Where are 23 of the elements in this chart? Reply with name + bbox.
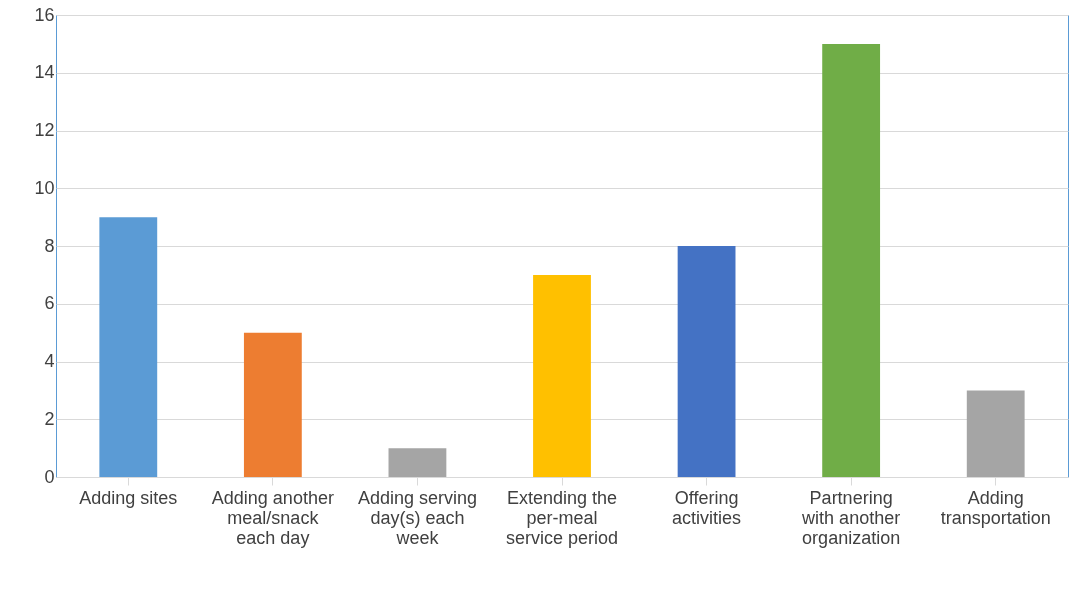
x-tick-label: Extending the per-meal service period bbox=[505, 487, 619, 548]
x-tick-label: Adding sites bbox=[79, 487, 178, 508]
x-tick-label: Adding transportation bbox=[940, 487, 1051, 528]
bar bbox=[822, 43, 881, 477]
bar bbox=[533, 274, 591, 477]
x-tick-label: Adding serving day(s) each week bbox=[357, 487, 477, 548]
y-tick-label: 2 bbox=[44, 408, 55, 429]
bar bbox=[966, 390, 1025, 477]
bar bbox=[99, 217, 158, 477]
y-tick-label: 4 bbox=[44, 351, 55, 371]
y-tick-label: 0 bbox=[44, 466, 55, 487]
x-tick-label: Offering activities bbox=[672, 487, 742, 528]
bar bbox=[677, 246, 736, 477]
y-tick-label: 6 bbox=[44, 293, 55, 314]
y-tick-label: 12 bbox=[34, 120, 55, 140]
y-tick-label: 16 bbox=[34, 4, 55, 25]
bar bbox=[388, 448, 447, 477]
y-tick-label: 8 bbox=[44, 235, 55, 256]
x-tick-label: Adding another meal/snack each day bbox=[211, 487, 334, 548]
bar bbox=[243, 332, 302, 477]
x-tick-label: Partnering with another organization bbox=[801, 487, 901, 548]
y-tick-label: 14 bbox=[34, 62, 55, 83]
y-tick-label: 10 bbox=[34, 177, 55, 198]
